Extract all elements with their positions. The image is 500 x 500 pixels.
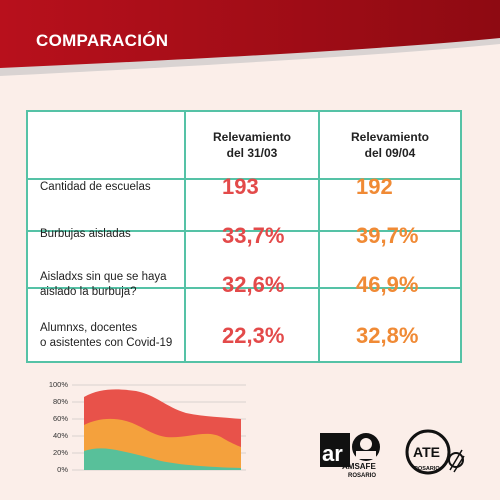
area-chart-graphic [72, 384, 246, 471]
amsafe-logo-graphic: ar AMSAFE ROSARIO [320, 433, 380, 479]
y-tick-label: 80% [52, 397, 68, 406]
value-schools-first: 193 [222, 174, 259, 199]
table-divider [28, 178, 460, 180]
table-divider [318, 112, 320, 361]
value-isolated-first: 32,6% [222, 272, 285, 297]
row-label-isolated: Aisladxs sin que se haya aislado la burb… [40, 271, 167, 298]
y-tick-label: 20% [52, 448, 68, 457]
y-tick-label: 60% [52, 414, 68, 423]
column-header-second: Relevamiento del 09/04 [350, 130, 430, 160]
value-covid-first: 22,3% [222, 322, 285, 348]
svg-text:ar: ar [322, 441, 343, 466]
amsafe-rosario-logo: ar AMSAFE ROSARIO [318, 427, 388, 479]
svg-text:ATE: ATE [413, 444, 440, 460]
y-tick-label: 0% [57, 465, 68, 474]
area-series-green [84, 448, 241, 470]
svg-text:ROSARIO: ROSARIO [348, 473, 376, 479]
y-tick-label: 40% [52, 431, 68, 440]
page-title: COMPARACIÓN [36, 31, 169, 50]
column-header-first: Relevamiento del 31/03 [212, 130, 292, 160]
header-background [0, 0, 500, 76]
decorative-area-chart: 100% 80% 60% 40% 20% 0% [36, 377, 246, 477]
svg-text:AMSAFE: AMSAFE [342, 462, 376, 471]
value-schools-second: 192 [356, 174, 393, 199]
value-isolated-second: 46,9% [356, 272, 419, 297]
row-label-covid: Alumnxs, docentes o asistentes con Covid… [40, 321, 173, 349]
header-banner: COMPARACIÓN [0, 0, 500, 80]
table-divider [184, 112, 186, 361]
row-label-schools: Cantidad de escuelas [40, 180, 151, 193]
y-tick-label: 100% [48, 380, 68, 389]
comparison-table: Relevamiento del 31/03 Relevamiento del … [26, 110, 462, 363]
ate-logo-graphic: ATE ROSARIO [405, 429, 465, 475]
value-bubbles-second: 39,7% [356, 223, 419, 248]
value-bubbles-first: 33,7% [222, 223, 285, 248]
table-divider [28, 287, 460, 289]
value-covid-second: 32,8% [356, 322, 419, 348]
svg-text:ROSARIO: ROSARIO [414, 466, 440, 472]
row-label-bubbles: Burbujas aisladas [40, 227, 131, 240]
ate-rosario-logo: ATE ROSARIO [404, 426, 468, 480]
table-divider [28, 230, 460, 232]
